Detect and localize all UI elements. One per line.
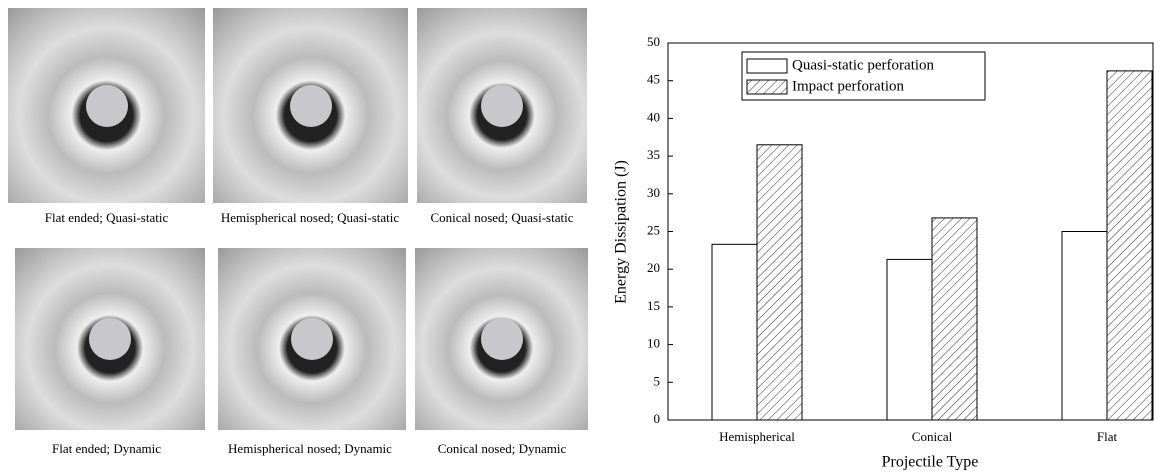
x-axis-label: Projectile Type	[882, 454, 979, 471]
x-tick-label: Hemispherical	[719, 429, 795, 444]
y-tick-label: 35	[647, 147, 660, 162]
bar	[1107, 71, 1152, 420]
y-tick-label: 20	[647, 260, 660, 275]
legend-swatch	[747, 80, 787, 94]
y-tick-label: 50	[647, 34, 660, 49]
y-tick-label: 5	[654, 373, 661, 388]
bar	[712, 244, 757, 420]
legend-label: Quasi-static perforation	[792, 57, 935, 73]
bar	[1062, 232, 1107, 421]
y-tick-label: 25	[647, 222, 660, 237]
x-tick-label: Conical	[912, 429, 953, 444]
y-tick-label: 45	[647, 72, 660, 87]
y-tick-label: 0	[654, 411, 661, 426]
bar	[887, 259, 932, 420]
y-tick-label: 30	[647, 185, 660, 200]
x-tick-label: Flat	[1097, 429, 1118, 444]
y-axis-label: Energy Dissipation (J)	[613, 160, 630, 304]
bar	[932, 218, 977, 420]
bar	[757, 145, 802, 420]
y-tick-label: 10	[647, 336, 660, 351]
figure: Flat ended; Quasi-static Hemispherical n…	[0, 0, 1154, 475]
legend-swatch	[747, 59, 787, 73]
y-tick-label: 15	[647, 298, 660, 313]
y-tick-label: 40	[647, 109, 660, 124]
legend-label: Impact perforation	[792, 78, 905, 94]
chart: Projectile Type Energy Dissipation (J) 0…	[0, 0, 1154, 475]
